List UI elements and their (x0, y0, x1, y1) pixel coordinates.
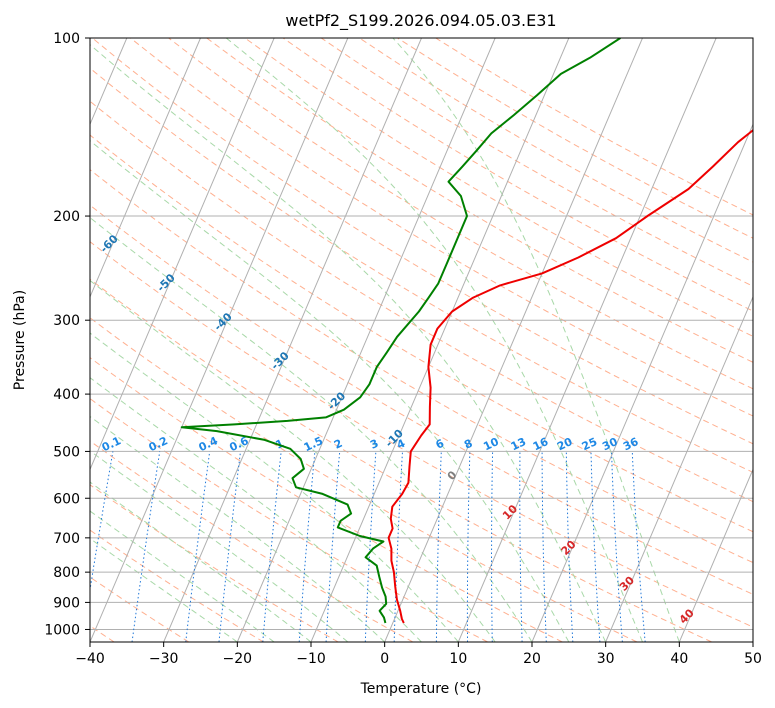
mixing-ratio-line (90, 451, 114, 593)
temperature-line (387, 128, 753, 624)
mixing-ratio-label: 30 (600, 435, 620, 453)
mixing-ratio-labels: 0.1 0.2 0.4 0.6 1 1.5 2 3 4 6 8 10 13 16 20 25 30 36 (100, 434, 641, 454)
x-tick-label: −10 (296, 651, 326, 667)
isotherm-line (90, 38, 275, 471)
y-axis-title: Pressure (hPa) (12, 290, 28, 390)
dry-adiabat (130, 38, 753, 417)
x-tick-label: −40 (75, 651, 105, 667)
y-axis: 100 200 300 400 500 600 700 800 900 1000 (44, 31, 90, 638)
x-tick-label: −30 (149, 651, 179, 667)
dry-adiabat (90, 317, 638, 642)
isotherm-line (236, 38, 496, 642)
x-tick-label: 50 (744, 651, 762, 667)
dry-adiabat (90, 204, 753, 595)
isotherm-line (531, 123, 753, 642)
profile-series (180, 38, 753, 624)
y-tick-label: 600 (53, 491, 80, 507)
x-tick-label: 40 (670, 651, 688, 667)
x-axis-title: Temperature (°C) (360, 681, 482, 697)
mixing-ratio-label: 25 (580, 435, 599, 453)
moist-adiabat (90, 44, 607, 642)
moist-adiabat (90, 216, 533, 642)
isotherm-label: -80 (0, 152, 8, 175)
mixing-ratio-label: 36 (621, 435, 641, 453)
moist-adiabat (90, 537, 238, 642)
isotherm-line (310, 38, 570, 642)
x-tick-label: 30 (597, 651, 615, 667)
moist-adiabat (90, 279, 496, 642)
x-tick-label: 20 (523, 651, 541, 667)
moist-adiabat (90, 510, 275, 642)
moist-adiabat (392, 38, 680, 642)
x-tick-label: 0 (380, 651, 389, 667)
mixing-ratio-line (185, 451, 211, 642)
y-tick-label: 400 (53, 387, 80, 403)
plot-background (90, 38, 753, 642)
isotherm-line (457, 38, 717, 642)
dry-adiabat (90, 529, 264, 642)
plot-frame (89, 37, 754, 643)
dry-adiabat (90, 278, 712, 642)
y-tick-label: 500 (53, 444, 80, 460)
isotherm-line (90, 38, 349, 642)
dry-adiabat (90, 484, 339, 642)
x-axis: −40 −30 −20 −10 0 10 20 30 40 50 (75, 642, 762, 667)
dry-adiabat (90, 134, 753, 533)
mixing-ratio-label: 20 (555, 435, 575, 453)
isotherm-line (90, 38, 201, 299)
mixing-ratio-label: 10 (481, 435, 501, 453)
dry-adiabat (90, 100, 753, 503)
moist-adiabat (90, 481, 312, 642)
isotherm-line (605, 295, 753, 642)
dewpoint-line (180, 38, 621, 624)
x-tick-label: −20 (223, 651, 253, 667)
dry-adiabat (90, 241, 753, 628)
moist-adiabat (225, 38, 643, 642)
dry-adiabat (91, 38, 753, 445)
chart-title: wetPf2_S199.2026.094.05.03.E31 (285, 11, 556, 31)
mixing-ratio-line (262, 451, 282, 642)
mixing-ratio-label: 13 (509, 435, 528, 453)
x-tick-label: 10 (449, 651, 467, 667)
y-tick-label: 100 (53, 31, 80, 47)
dry-adiabat (90, 357, 563, 642)
isotherm-line (163, 38, 422, 642)
mixing-ratio-line (131, 451, 161, 642)
isotherm-line (384, 38, 643, 642)
y-tick-label: 300 (53, 313, 80, 329)
y-tick-label: 200 (53, 209, 80, 225)
isotherm-line (752, 640, 753, 642)
y-tick-label: 1000 (44, 622, 80, 638)
mixing-ratio-label: 16 (531, 435, 551, 453)
y-tick-label: 700 (53, 531, 80, 547)
dry-adiabat (244, 38, 753, 337)
mixing-ratio-line (218, 451, 241, 642)
y-tick-label: 900 (53, 595, 80, 611)
y-tick-label: 800 (53, 565, 80, 581)
moist-adiabat (90, 415, 386, 642)
moist-adiabat (90, 140, 570, 642)
dry-adiabat (282, 38, 753, 312)
background-lines (90, 38, 753, 642)
isotherm-line (678, 468, 753, 642)
